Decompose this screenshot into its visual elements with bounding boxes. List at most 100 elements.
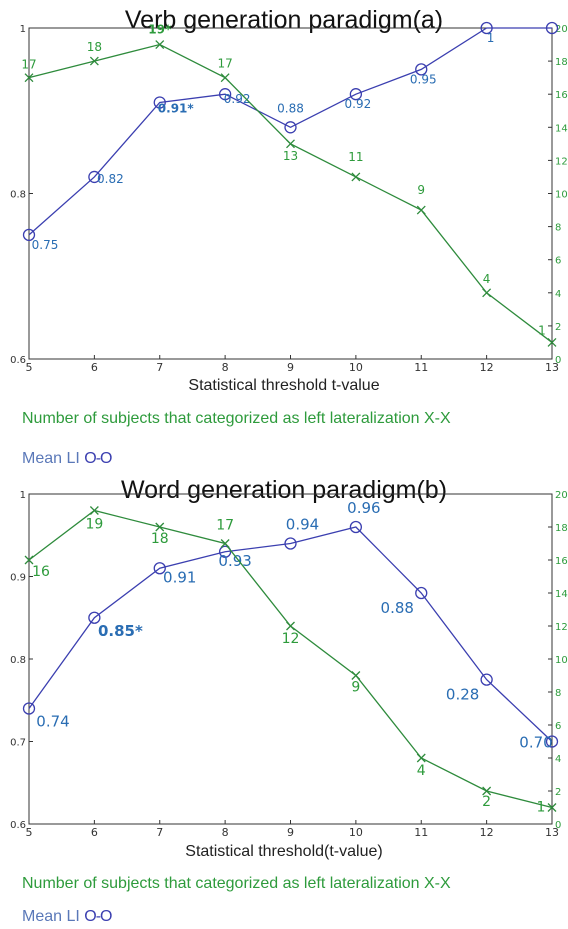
chart-a-plot: 5 6 7 8 9 10 11 12 130.60.81024681012141618200.7…	[10, 21, 568, 374]
chart-b-count-data-label: 17	[216, 518, 234, 534]
chart-b-count-data-label: 19	[85, 517, 103, 533]
chart-b-x-tick-label: 10	[349, 826, 363, 839]
chart-b-y2-tick-label: 4	[555, 754, 561, 765]
chart-b-x-tick-label: 8	[222, 826, 229, 839]
chart-a-y2-tick-label: 4	[555, 289, 561, 300]
chart-b-count-point	[416, 753, 426, 763]
chart-a-title: Verb generation paradigm(a)	[124, 6, 444, 34]
chart-b-count-point	[547, 803, 557, 812]
chart-a-legend-li-marker: O-O	[84, 450, 112, 467]
chart-b-title: Word generation paradigm(b)	[120, 476, 448, 504]
chart-b-y2-tick-label: 12	[555, 622, 568, 633]
chart-a-count-point	[155, 40, 165, 50]
chart-b-x-tick-label: 7	[156, 826, 163, 839]
chart-b-li-data-label: 0.93	[218, 552, 251, 570]
chart-a-li-point	[88, 170, 101, 184]
chart-b-count-line	[28, 509, 553, 809]
chart-a-count-data-label: 17	[21, 58, 36, 72]
chart-a-count-point	[351, 172, 361, 182]
chart-b-legend-count: Number of subjects that categorized as l…	[22, 875, 451, 893]
chart-b-count-data-label: 1	[537, 800, 546, 816]
chart-a-x-tick-label: 10	[349, 361, 363, 374]
chart-b-plot: 5 6 7 8 9 10 11 12 130.60.70.80.9102468101214161…	[10, 490, 568, 839]
chart-b-li-point	[153, 562, 166, 575]
chart-a-legend-count-text: Number of subjects that categorized as l…	[22, 410, 420, 427]
chart-b-li-point	[22, 702, 36, 715]
chart-a-y-tick-label: 0.8	[10, 190, 26, 201]
chart-b-li-point	[218, 545, 232, 558]
chart-b-count-data-label: 9	[351, 680, 360, 696]
chart-b-y2-tick-label: 20	[555, 490, 568, 501]
chart-b-x-tick-label: 11	[414, 826, 428, 839]
chart-b-li-point	[349, 520, 363, 534]
chart-b-li-point	[284, 537, 297, 550]
chart-a-count-data-label: 11	[348, 150, 363, 164]
chart-a-count-data-label: 9	[417, 183, 425, 197]
chart-b-legend-li-marker: O-O	[84, 908, 112, 925]
chart-a-y2-tick-label: 8	[555, 223, 561, 234]
chart-b-legend-count-marker: X-X	[424, 875, 451, 892]
chart-a-y-tick-label: 0.6	[10, 355, 26, 366]
chart-b-li-data-label: 0.91	[163, 568, 196, 586]
chart-a-li-point	[349, 88, 363, 101]
chart-b-y-tick-label: 0.8	[10, 655, 26, 666]
chart-b-count-data-label: 4	[417, 763, 426, 779]
chart-b-y-tick-label: 0.7	[10, 738, 26, 749]
chart-a-li-line	[28, 27, 552, 236]
chart-a-y2-tick-label: 18	[555, 57, 568, 68]
chart-a-li-data-label: 0.91*	[158, 101, 195, 115]
chart-a-count-point	[220, 73, 230, 83]
chart-b-count-point	[155, 522, 165, 532]
chart-b-li-data-label: 0.96	[347, 499, 380, 517]
chart-b-li-data-label: 0.85*	[98, 622, 143, 640]
chart-b-x-tick-label: 12	[480, 826, 494, 839]
chart-b-y2-tick-label: 18	[555, 523, 568, 534]
chart-b-count-point	[24, 555, 34, 565]
chart-b-li-point	[415, 586, 428, 600]
chart-a-y2-tick-label: 2	[555, 322, 561, 333]
chart-b-count-data-label: 16	[32, 564, 50, 580]
chart-b-legend-count-text: Number of subjects that categorized as l…	[22, 875, 420, 892]
chart-b-x-tick-label: 13	[545, 826, 559, 839]
chart-a-x-tick-label: 13	[545, 361, 559, 374]
chart-a-y2-tick-label: 6	[555, 256, 561, 267]
chart-a-x-tick-label: 6	[91, 361, 98, 374]
chart-a-li-point	[480, 21, 493, 35]
chart-b-legend-li: Mean LI O-O	[22, 908, 112, 926]
chart-a-li-point	[153, 96, 166, 109]
chart-a-x-tick-label: 9	[287, 361, 294, 374]
chart-a-count-point	[89, 56, 99, 66]
chart-a-count-point	[286, 139, 295, 149]
chart-a-li-point	[545, 21, 559, 35]
chart-b-y2-tick-label: 8	[555, 688, 561, 699]
chart-b-y2-tick-label: 0	[555, 820, 561, 831]
chart-b-li-point	[545, 735, 559, 748]
chart-b-y-tick-label: 1	[20, 490, 26, 501]
chart-a-y2-tick-label: 14	[555, 123, 568, 134]
chart-b-count-point	[286, 621, 295, 631]
chart-b-x-tick-label: 6	[91, 826, 98, 839]
chart-a-li-point	[22, 228, 36, 242]
chart-a-li-point	[415, 63, 428, 76]
chart-b-y-tick-label: 0.6	[10, 820, 26, 831]
chart-a-legend-li: Mean LI O-O	[22, 450, 112, 468]
chart-b-li-point	[480, 673, 493, 686]
chart-a-li-point	[284, 121, 297, 134]
chart-a-count-data-label: 1	[538, 323, 546, 337]
chart-b-y2-tick-label: 6	[555, 721, 561, 732]
chart-b-count-point	[482, 786, 492, 796]
chart-a-y2-tick-label: 10	[555, 190, 568, 201]
chart-b-y2-tick-label: 16	[555, 556, 568, 567]
chart-a-x-tick-label: 7	[156, 361, 163, 374]
chart-a-count-data-label: 13	[283, 149, 298, 163]
chart-a-count-data-label: 17	[217, 57, 232, 71]
chart-b-li-data-label: 0.88	[381, 599, 414, 617]
chart-a-y2-tick-label: 20	[555, 24, 568, 35]
chart-b-count-point	[351, 671, 361, 680]
chart-b-li-point	[88, 611, 101, 624]
chart-b-y2-tick-label: 10	[555, 655, 568, 666]
chart-a-x-tick-label: 8	[222, 361, 229, 374]
chart-a-count-point	[482, 288, 492, 298]
chart-b-x-tick-label: 9	[287, 826, 294, 839]
chart-a-y2-tick-label: 16	[555, 90, 568, 101]
